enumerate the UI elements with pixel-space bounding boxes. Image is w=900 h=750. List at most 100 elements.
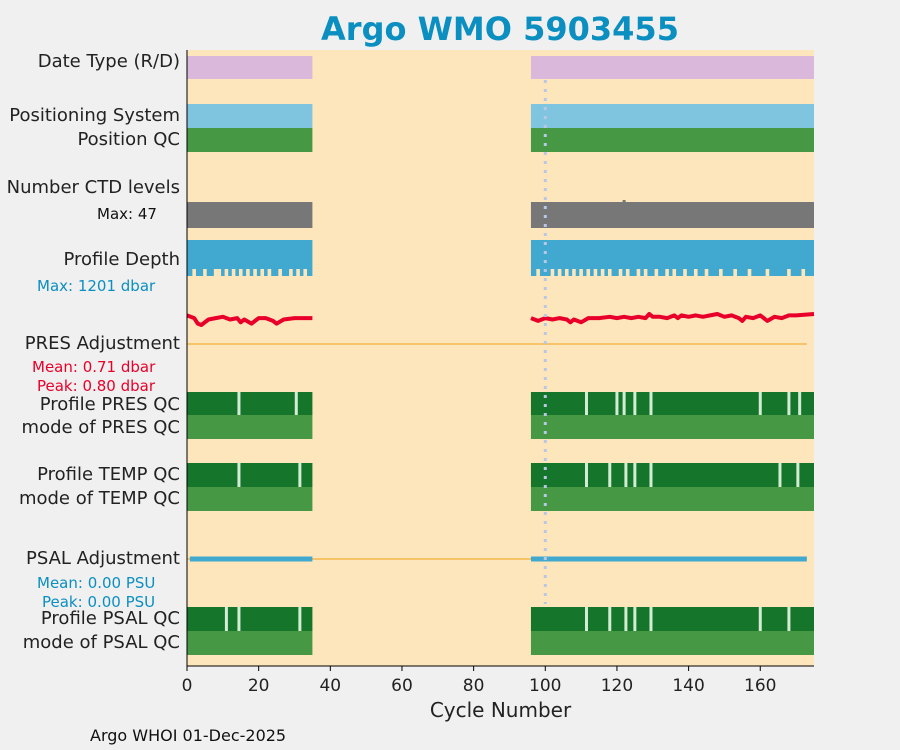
depth-dip-29 [289,269,293,277]
footer-text: Argo WHOI 01-Dec-2025 [90,726,287,745]
depth-dip-98 [536,269,540,277]
depth-dip-149 [719,269,723,277]
label-profile-depth: Profile Depth [63,249,180,270]
depth-dip-2 [192,269,196,277]
pres-qc-flag-168 [787,392,791,415]
label-psal-mean: Mean: 0.00 PSU [37,574,156,592]
pres-adjustment-line-2 [530,312,815,325]
depth-dip-17 [246,269,250,277]
label-profile-psal-qc: Profile PSAL QC [40,608,180,629]
depth-dip-116 [600,269,605,277]
depth-dip-106 [564,269,569,277]
x-tick-label-80: 80 [463,676,485,696]
temp-qc-flag-125 [633,463,637,487]
x-tick-label-160: 160 [744,676,776,696]
depth-dip-110 [579,269,583,277]
label-profile-pres-qc: Profile PRES QC [39,394,180,415]
psal-qc-flag-11 [224,607,228,631]
label-profile-temp-qc: Profile TEMP QC [37,464,180,485]
x-tick-label-0: 0 [182,676,193,696]
depth-dip-139 [683,269,687,277]
psal-qc-flag-125 [633,607,637,631]
psal-qc-flag-31.5 [298,607,302,631]
depth-dip-104 [557,269,562,277]
depth-dip-162 [765,269,770,277]
label-pres-mean: Mean: 0.71 dbar [32,358,156,376]
mode-psal-qc-bar-segment-1 [187,631,313,655]
date-type-bar-segment-1 [187,56,313,79]
pres-qc-flag-120 [615,392,619,415]
label-mode-pres-qc: mode of PRES QC [21,417,180,438]
temp-qc-flag-170.5 [796,463,800,487]
positioning-system-bar-segment-2 [530,104,814,128]
depth-dip-21 [260,269,265,277]
label-ctd-max: Max: 47 [97,205,157,223]
label-psal-adjustment: PSAL Adjustment [25,548,180,569]
label-positioning-system: Positioning System [9,105,180,126]
psal-qc-flag-160 [758,607,762,631]
pres-qc-flag-171 [798,392,802,415]
pres-qc-flag-30.5 [294,392,298,415]
temp-qc-flag-122.5 [624,463,628,487]
profile-psal-qc-bar-segment-1 [187,607,313,631]
x-tick-label-40: 40 [319,676,341,696]
depth-dip-26 [278,269,282,277]
depth-dip-142 [693,269,698,277]
plot-background [187,50,814,666]
depth-dip-31 [296,269,300,277]
label-mode-temp-qc: mode of TEMP QC [18,488,180,509]
depth-dip-13 [231,269,236,277]
label-pres-adjustment: PRES Adjustment [24,333,180,354]
x-tick-label-100: 100 [529,676,561,696]
mode-psal-qc-bar-segment-2 [530,631,814,655]
ctd-levels-bar-segment-1 [187,202,313,228]
label-psal-peak: Peak: 0.00 PSU [42,593,156,611]
temp-qc-flag-111.5 [584,463,588,487]
mode-temp-qc-bar-segment-2 [530,487,814,511]
depth-dip-168 [787,269,791,277]
depth-dip-112 [586,269,591,277]
profile-pres-qc-bar-segment-2 [530,392,814,415]
pres-qc-flag-111.5 [584,392,588,415]
position-qc-bar-segment-1 [187,128,313,152]
depth-dip-134 [665,269,669,277]
profile-temp-qc-bar-segment-2 [530,463,814,487]
pres-qc-flag-160 [758,392,762,415]
psal-qc-flag-168 [787,607,791,631]
depth-dip-11 [224,269,229,277]
label-pres-peak: Peak: 0.80 dbar [37,377,156,395]
psal-qc-flag-122.5 [624,607,628,631]
depth-dip-128 [643,269,648,277]
profile-temp-qc-bar-segment-1 [187,463,313,487]
x-tick-label-120: 120 [601,676,633,696]
temp-qc-flag-31.5 [298,463,302,487]
mode-pres-qc-bar-segment-2 [530,415,814,439]
positioning-system-bar-segment-1 [187,104,313,128]
profile-pres-qc-bar-segment-1 [187,392,313,415]
label-number-ctd-levels: Number CTD levels [6,177,180,198]
depth-dip-33 [303,269,308,277]
depth-dip-123 [625,269,630,277]
depth-dip-121 [618,269,623,277]
depth-dip-23 [267,269,272,277]
depth-dip-126 [636,269,641,277]
mode-pres-qc-bar-segment-1 [187,415,313,439]
label-date-type: Date Type (R/D) [37,51,180,72]
label-depth-max: Max: 1201 dbar [37,277,156,295]
pres-qc-flag-125 [633,392,637,415]
psal-qc-flag-14.5 [237,607,241,631]
psal-qc-flag-111.5 [584,607,588,631]
depth-dip-114 [593,269,598,277]
depth-dip-15 [238,269,243,277]
depth-dip-157 [747,269,752,277]
temp-qc-flag-129.5 [649,463,653,487]
psal-qc-flag-129.5 [649,607,653,631]
date-type-bar-segment-2 [530,56,814,79]
depth-dip-19 [253,269,257,277]
x-tick-label-140: 140 [672,676,704,696]
pres-qc-flag-14.5 [237,392,241,415]
depth-dip-136 [672,269,677,277]
temp-qc-flag-118 [608,463,612,487]
psal-qc-flag-118 [608,607,612,631]
